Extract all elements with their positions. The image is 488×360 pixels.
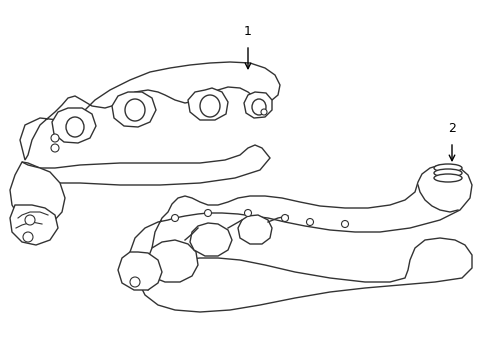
Polygon shape: [10, 205, 58, 245]
Polygon shape: [244, 92, 271, 118]
Circle shape: [261, 109, 266, 115]
Ellipse shape: [433, 174, 461, 182]
Ellipse shape: [433, 169, 461, 177]
Circle shape: [341, 220, 348, 228]
Circle shape: [204, 210, 211, 216]
Polygon shape: [118, 252, 162, 290]
Polygon shape: [10, 162, 65, 225]
Circle shape: [130, 277, 140, 287]
Polygon shape: [187, 88, 227, 120]
Ellipse shape: [200, 95, 220, 117]
Circle shape: [51, 134, 59, 142]
Ellipse shape: [433, 164, 461, 172]
Text: 1: 1: [244, 25, 251, 38]
Circle shape: [51, 144, 59, 152]
Polygon shape: [190, 223, 231, 256]
Polygon shape: [52, 108, 96, 143]
Circle shape: [244, 210, 251, 216]
Ellipse shape: [66, 117, 84, 137]
Polygon shape: [148, 240, 198, 282]
Ellipse shape: [125, 99, 145, 121]
Polygon shape: [20, 62, 280, 160]
Polygon shape: [140, 238, 471, 312]
Ellipse shape: [251, 99, 265, 115]
Circle shape: [23, 232, 33, 242]
Circle shape: [171, 215, 178, 221]
Circle shape: [281, 215, 288, 221]
Circle shape: [306, 219, 313, 225]
Text: 2: 2: [447, 122, 455, 135]
Polygon shape: [112, 92, 156, 127]
Polygon shape: [22, 145, 269, 185]
Polygon shape: [238, 215, 271, 244]
Circle shape: [25, 215, 35, 225]
Polygon shape: [130, 165, 471, 295]
